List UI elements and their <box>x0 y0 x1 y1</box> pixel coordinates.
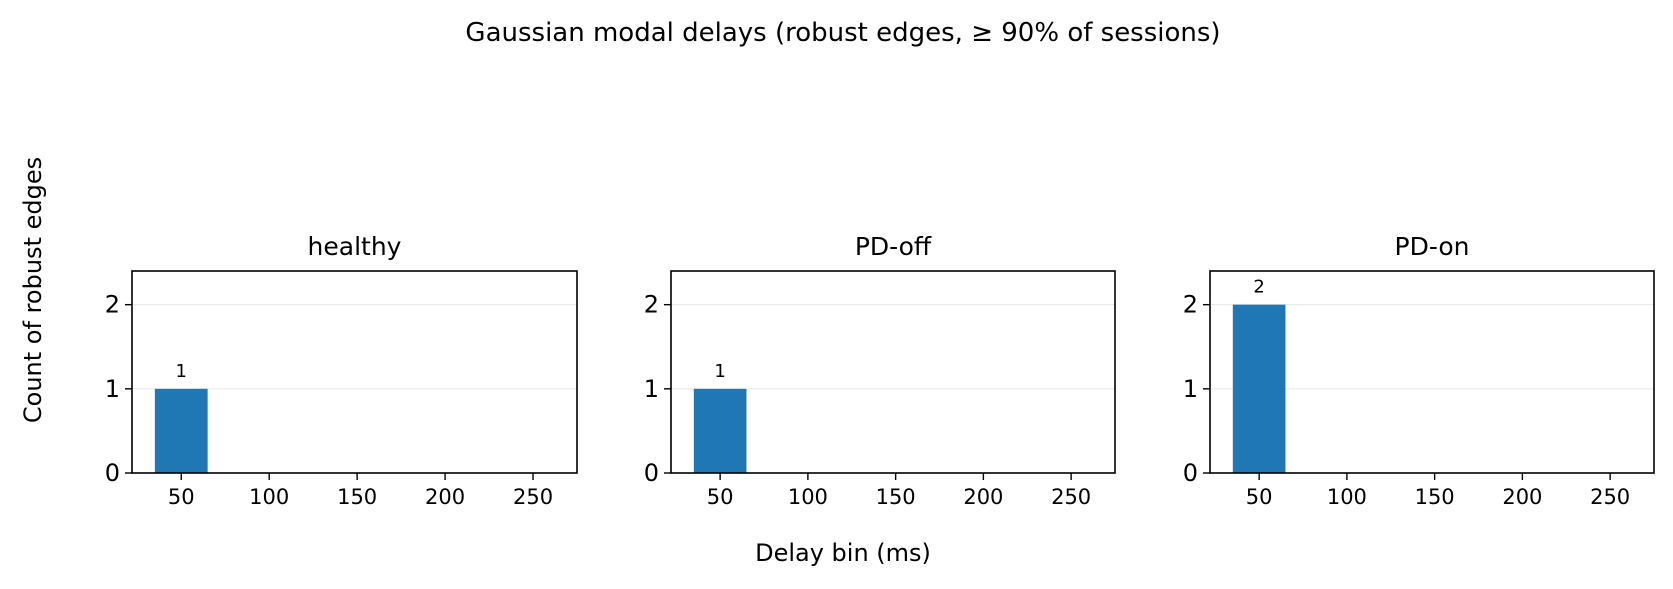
subplot-title: PD-off <box>855 232 932 261</box>
bar <box>154 388 208 473</box>
x-axis-label: Delay bin (ms) <box>755 539 931 567</box>
x-tick-label: 50 <box>707 485 734 509</box>
figure-title: Gaussian modal delays (robust edges, ≥ 9… <box>465 18 1220 48</box>
x-tick-label: 150 <box>1415 485 1455 509</box>
x-tick-label: 100 <box>788 485 828 509</box>
y-tick-label: 2 <box>1183 291 1198 319</box>
x-tick-label: 200 <box>425 485 465 509</box>
x-tick-label: 250 <box>513 485 553 509</box>
x-tick-label: 150 <box>337 485 377 509</box>
y-axis-label: Count of robust edges <box>19 157 47 423</box>
y-tick-label: 0 <box>105 459 120 487</box>
axes-frame <box>131 270 578 474</box>
x-tick-label: 150 <box>876 485 916 509</box>
x-tick-label: 100 <box>1327 485 1367 509</box>
x-tick-label: 200 <box>963 485 1003 509</box>
x-tick-label: 50 <box>168 485 195 509</box>
y-tick-label: 1 <box>105 375 120 403</box>
x-tick-label: 50 <box>1246 485 1273 509</box>
y-tick-label: 0 <box>1183 459 1198 487</box>
subplot-title: PD-on <box>1395 232 1470 261</box>
x-tick-label: 200 <box>1502 485 1542 509</box>
y-tick-label: 1 <box>1183 375 1198 403</box>
bar-value-label: 1 <box>176 361 187 382</box>
axes-frame <box>1209 270 1655 474</box>
bar-value-label: 1 <box>714 361 725 382</box>
subplot-title: healthy <box>308 232 402 261</box>
x-tick-label: 250 <box>1590 485 1630 509</box>
x-tick-label: 100 <box>249 485 289 509</box>
bar-value-label: 2 <box>1253 277 1264 298</box>
x-tick-label: 250 <box>1051 485 1091 509</box>
bar <box>693 388 747 473</box>
bar <box>1232 304 1286 473</box>
y-tick-label: 2 <box>644 291 659 319</box>
y-tick-label: 1 <box>644 375 659 403</box>
y-tick-label: 0 <box>644 459 659 487</box>
axes-frame <box>670 270 1116 474</box>
y-tick-label: 2 <box>105 291 120 319</box>
